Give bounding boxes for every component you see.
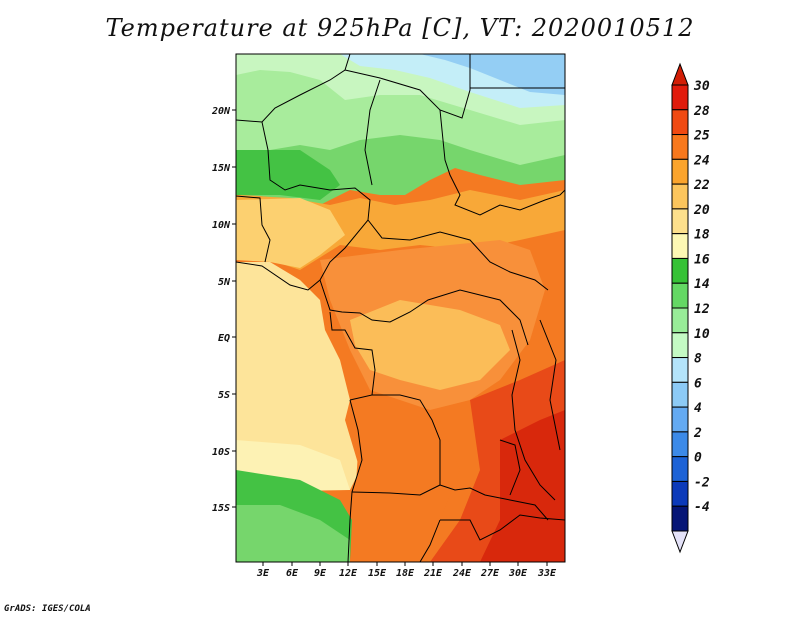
lon-label: 21E (423, 568, 443, 579)
colorbar-label: 8 (694, 352, 702, 367)
latitude-ticks (232, 109, 236, 508)
colorbar-cell (671, 456, 689, 482)
lat-label: 15N (212, 163, 231, 174)
map-frame (235, 53, 566, 563)
lon-label: 9E (314, 568, 327, 579)
lat-label: 5N (218, 277, 231, 288)
colorbar-label: 24 (693, 153, 710, 168)
colorbar-label: 10 (694, 327, 710, 342)
colorbar-cell (671, 332, 689, 359)
colorbar-label: 20 (693, 203, 710, 218)
lat-label: 20N (211, 106, 231, 117)
lon-label: 27E (480, 568, 500, 579)
colorbar-label: -2 (694, 475, 710, 490)
colorbar-cell (671, 406, 689, 433)
colorbar-cell (671, 505, 689, 532)
colorbar-label: 6 (694, 376, 702, 391)
colorbar-cell (671, 208, 689, 235)
colorbar-label: 30 (693, 79, 710, 94)
lat-label: 5S (218, 390, 230, 401)
colorbar-label: 4 (694, 401, 702, 416)
colorbar-label: 22 (693, 178, 710, 193)
country-borders (236, 54, 565, 562)
colorbar-label: 14 (694, 277, 710, 292)
colorbar-label: -4 (694, 500, 710, 515)
lon-label: 15E (368, 568, 387, 579)
colorbar-cell (671, 257, 689, 284)
colorbar-cell (671, 282, 689, 309)
colorbar-label: 12 (694, 302, 710, 317)
colorbar-cell (671, 109, 689, 136)
lat-label: 10N (212, 220, 231, 231)
lat-label: EQ (218, 333, 230, 344)
colorbar-cell (671, 480, 689, 507)
colorbar-cell (671, 307, 689, 334)
colorbar-cell (671, 233, 689, 259)
colorbar-cell (671, 183, 689, 210)
lon-label: 18E (396, 568, 415, 579)
colorbar-cell (671, 381, 689, 408)
grads-credit: GrADS: IGES/COLA (4, 604, 91, 614)
lon-label: 33E (537, 568, 557, 579)
colorbar-label: 18 (694, 228, 710, 243)
colorbar-cells (671, 84, 689, 532)
colorbar-label: 2 (693, 426, 702, 441)
colorbar-cell (671, 84, 689, 111)
colorbar-cell (671, 431, 689, 458)
colorbar-bottom-arrow (671, 530, 689, 554)
colorbar-label: 16 (694, 252, 710, 267)
lon-label: 24E (452, 568, 472, 579)
map-title: Temperature at 925hPa [C], VT: 202001051… (105, 14, 695, 42)
lat-label: 10S (212, 447, 230, 458)
lon-label: 6E (286, 568, 299, 579)
lon-label: 12E (339, 568, 358, 579)
colorbar-top-arrow (671, 62, 689, 86)
colorbar-cell (671, 134, 689, 160)
lon-label: 3E (256, 568, 270, 579)
lat-label: 15S (212, 503, 230, 514)
colorbar-label: 28 (693, 104, 710, 119)
colorbar-cell (671, 357, 689, 383)
temperature-field (236, 54, 565, 562)
latitude-labels: 20N 15N 10N 5N EQ 5S 10S 15S (211, 106, 231, 514)
colorbar-cell (671, 158, 689, 185)
longitude-labels: 3E 6E 9E 12E 15E 18E 21E 24E 27E 30E 33E (256, 568, 557, 579)
colorbar-label: 25 (693, 129, 710, 144)
lon-label: 30E (508, 568, 528, 579)
longitude-ticks (262, 562, 548, 566)
colorbar-label: 0 (694, 451, 702, 466)
